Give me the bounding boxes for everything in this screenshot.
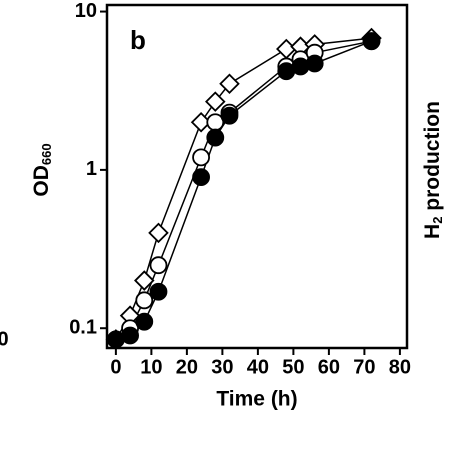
x-tick-label: 30 [211,356,233,378]
y-label-main: OD [30,165,53,197]
y-tick-label: 1 [86,158,97,180]
right-label: H2 production [421,101,446,239]
circle-marker [192,148,210,167]
right-label-rest: production [421,101,444,216]
circle-marker [149,282,168,301]
x-tick-label: 0 [110,356,121,378]
diamond-marker [219,73,240,95]
circle-marker [149,256,168,275]
y-axis-label: OD660 [30,143,55,196]
x-axis-label: Time (h) [216,388,297,411]
annotation: 0 [0,328,9,350]
circle-marker [135,291,154,310]
circle-marker [192,168,210,187]
x-tick-label: 20 [176,356,198,378]
circle-marker [206,128,225,147]
right-label-sub: 2 [430,217,445,224]
circle-marker [220,106,239,125]
diamond-marker [134,270,155,291]
x-tick-label: 10 [140,356,162,378]
x-tick-label: 70 [353,356,375,378]
right-label-main: H [421,224,444,239]
x-tick-label: 40 [247,356,269,378]
circle-marker [121,326,139,345]
x-tick-label: 50 [282,356,304,378]
x-tick-label: 60 [318,356,340,378]
circle-marker [291,57,310,76]
panel-label: b [130,25,146,55]
circle-marker [305,54,324,73]
y-tick-label: 10 [75,0,97,22]
circle-marker [362,32,381,51]
x-tick-label: 80 [389,356,411,378]
circle-marker [135,312,154,331]
diamond-marker [205,91,226,112]
y-label-sub: 660 [39,143,54,165]
y-tick-label: 0.1 [69,316,97,338]
diamond-marker [148,222,169,244]
